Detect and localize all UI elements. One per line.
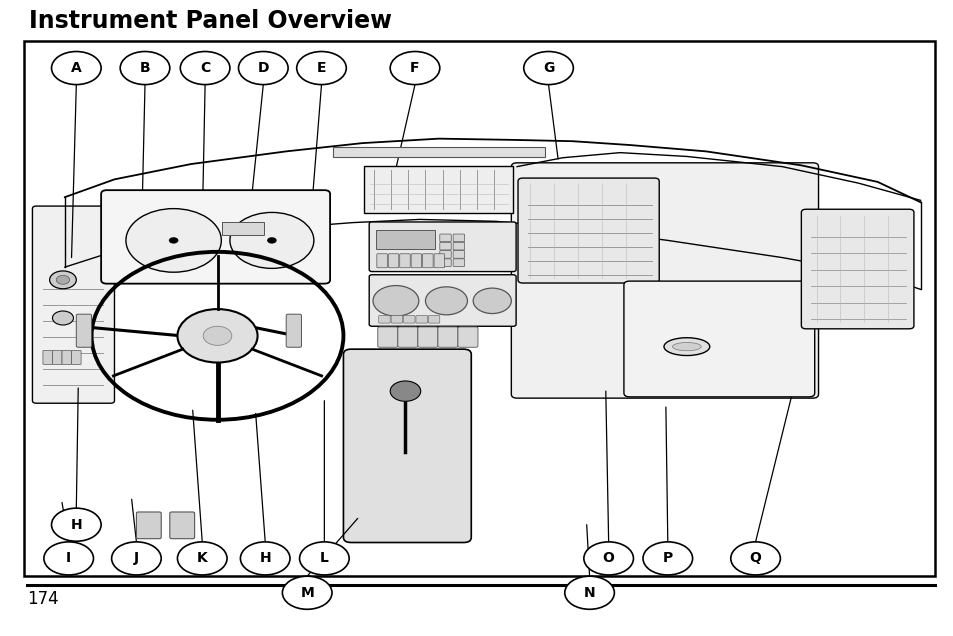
Text: D: D [257,61,269,75]
FancyBboxPatch shape [439,259,451,266]
Circle shape [267,237,276,244]
FancyBboxPatch shape [434,254,444,268]
Circle shape [240,542,290,575]
FancyBboxPatch shape [391,315,402,323]
Circle shape [564,576,614,609]
FancyBboxPatch shape [222,222,264,235]
Circle shape [126,209,221,272]
FancyBboxPatch shape [333,147,544,157]
FancyBboxPatch shape [397,327,417,347]
Text: F: F [410,61,419,75]
Text: L: L [319,551,329,565]
Circle shape [112,542,161,575]
Circle shape [299,542,349,575]
Text: O: O [602,551,614,565]
Ellipse shape [672,342,700,351]
Text: M: M [300,586,314,600]
FancyBboxPatch shape [62,350,71,364]
FancyBboxPatch shape [623,281,814,397]
Circle shape [180,52,230,85]
FancyBboxPatch shape [343,349,471,543]
FancyBboxPatch shape [453,234,464,242]
Circle shape [642,542,692,575]
FancyBboxPatch shape [511,163,818,398]
Text: Instrument Panel Overview: Instrument Panel Overview [29,9,392,33]
FancyBboxPatch shape [399,254,410,268]
Circle shape [583,542,633,575]
FancyBboxPatch shape [286,314,301,347]
Text: C: C [200,61,210,75]
Circle shape [523,52,573,85]
Ellipse shape [663,338,709,356]
Text: B: B [139,61,151,75]
FancyBboxPatch shape [52,350,62,364]
FancyBboxPatch shape [76,314,91,347]
FancyBboxPatch shape [422,254,433,268]
FancyBboxPatch shape [388,254,398,268]
Circle shape [177,309,257,363]
Text: H: H [71,518,82,532]
Circle shape [473,288,511,314]
FancyBboxPatch shape [439,234,451,242]
Circle shape [56,275,70,284]
FancyBboxPatch shape [369,275,516,326]
Circle shape [425,287,467,315]
FancyBboxPatch shape [377,327,397,347]
FancyBboxPatch shape [517,178,659,283]
FancyBboxPatch shape [369,222,516,272]
FancyBboxPatch shape [439,251,451,258]
FancyBboxPatch shape [403,315,415,323]
Circle shape [50,271,76,289]
Circle shape [169,237,178,244]
FancyBboxPatch shape [411,254,421,268]
FancyBboxPatch shape [376,254,387,268]
FancyBboxPatch shape [416,315,427,323]
FancyBboxPatch shape [43,350,52,364]
FancyBboxPatch shape [453,242,464,250]
Text: H: H [259,551,271,565]
Circle shape [390,381,420,401]
Circle shape [390,52,439,85]
Circle shape [296,52,346,85]
FancyBboxPatch shape [24,41,934,576]
FancyBboxPatch shape [453,251,464,258]
FancyBboxPatch shape [437,327,457,347]
Circle shape [230,212,314,268]
FancyBboxPatch shape [417,327,437,347]
FancyBboxPatch shape [71,350,81,364]
Text: N: N [583,586,595,600]
Text: A: A [71,61,82,75]
Circle shape [177,542,227,575]
FancyBboxPatch shape [170,512,194,539]
Circle shape [51,508,101,541]
Circle shape [373,286,418,316]
Circle shape [44,542,93,575]
Circle shape [120,52,170,85]
FancyBboxPatch shape [439,242,451,250]
Circle shape [51,52,101,85]
Circle shape [203,326,232,345]
Text: I: I [66,551,71,565]
Text: K: K [196,551,208,565]
Text: E: E [316,61,326,75]
FancyBboxPatch shape [801,209,913,329]
Circle shape [730,542,780,575]
FancyBboxPatch shape [453,259,464,266]
FancyBboxPatch shape [378,315,390,323]
FancyBboxPatch shape [457,327,477,347]
Text: P: P [662,551,672,565]
Circle shape [238,52,288,85]
FancyBboxPatch shape [101,190,330,284]
Text: Q: Q [749,551,760,565]
FancyBboxPatch shape [364,166,513,213]
Text: 174: 174 [27,590,58,608]
FancyBboxPatch shape [428,315,439,323]
Circle shape [52,311,73,325]
Circle shape [282,576,332,609]
FancyBboxPatch shape [375,230,435,249]
FancyBboxPatch shape [136,512,161,539]
FancyBboxPatch shape [32,206,114,403]
Text: G: G [542,61,554,75]
Text: J: J [133,551,139,565]
